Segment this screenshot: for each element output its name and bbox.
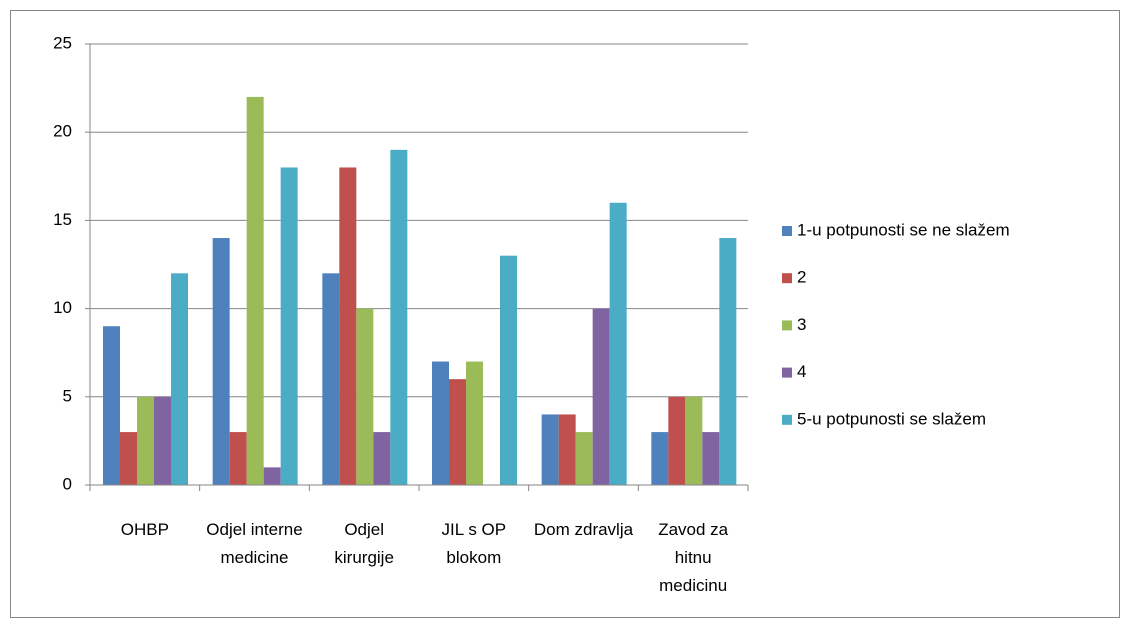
bar — [103, 326, 120, 485]
legend-swatch — [782, 414, 792, 425]
bar — [609, 202, 627, 485]
bar — [246, 96, 264, 486]
bar — [137, 396, 154, 485]
y-tick-label: 5 — [63, 386, 72, 405]
bar — [263, 467, 281, 485]
y-tick-label: 10 — [53, 298, 72, 317]
bar — [541, 414, 559, 485]
legend-label: 1-u potpunosti se ne slažem — [797, 220, 1010, 239]
bar — [685, 396, 703, 485]
bar — [449, 379, 466, 485]
bar — [356, 308, 374, 485]
y-tick-label: 15 — [53, 210, 72, 229]
bar — [120, 432, 137, 485]
legend-swatch — [782, 226, 792, 236]
bar — [373, 432, 391, 485]
x-tick-label: Dom zdravlja — [533, 520, 634, 539]
y-tick-label: 0 — [63, 474, 72, 493]
bar — [171, 273, 188, 485]
bar — [500, 255, 517, 485]
legend-swatch — [782, 320, 792, 331]
bar — [390, 149, 408, 485]
bar — [212, 238, 230, 485]
y-tick-label: 25 — [53, 33, 72, 52]
legend-label: 3 — [797, 315, 806, 334]
bar — [432, 361, 449, 485]
x-tick-label: Odjel interne medicine — [206, 520, 303, 567]
x-tick-label: Odjel kirurgije — [334, 520, 394, 567]
bar — [229, 432, 247, 485]
x-tick-label: OHBP — [120, 520, 169, 539]
bar — [154, 396, 171, 485]
legend-swatch — [782, 273, 792, 284]
legend-label: 2 — [797, 268, 806, 287]
bar — [466, 361, 483, 485]
bar — [702, 432, 720, 485]
bar — [558, 414, 576, 485]
bar — [339, 167, 357, 486]
y-tick-label: 20 — [53, 122, 72, 141]
bar — [719, 238, 737, 485]
bar — [322, 273, 340, 485]
bar — [651, 432, 669, 485]
bar — [592, 308, 610, 485]
legend-label: 4 — [797, 362, 806, 381]
x-tick-label: JIL s OP blokom — [441, 520, 507, 567]
bar — [575, 432, 593, 485]
bar — [280, 167, 298, 486]
legend-swatch — [782, 367, 792, 378]
chart-border — [10, 10, 1120, 618]
x-tick-label: Zavod za hitnu medicinu — [658, 520, 729, 595]
legend-label: 5-u potpunosti se slažem — [797, 409, 986, 428]
bar — [668, 396, 686, 485]
